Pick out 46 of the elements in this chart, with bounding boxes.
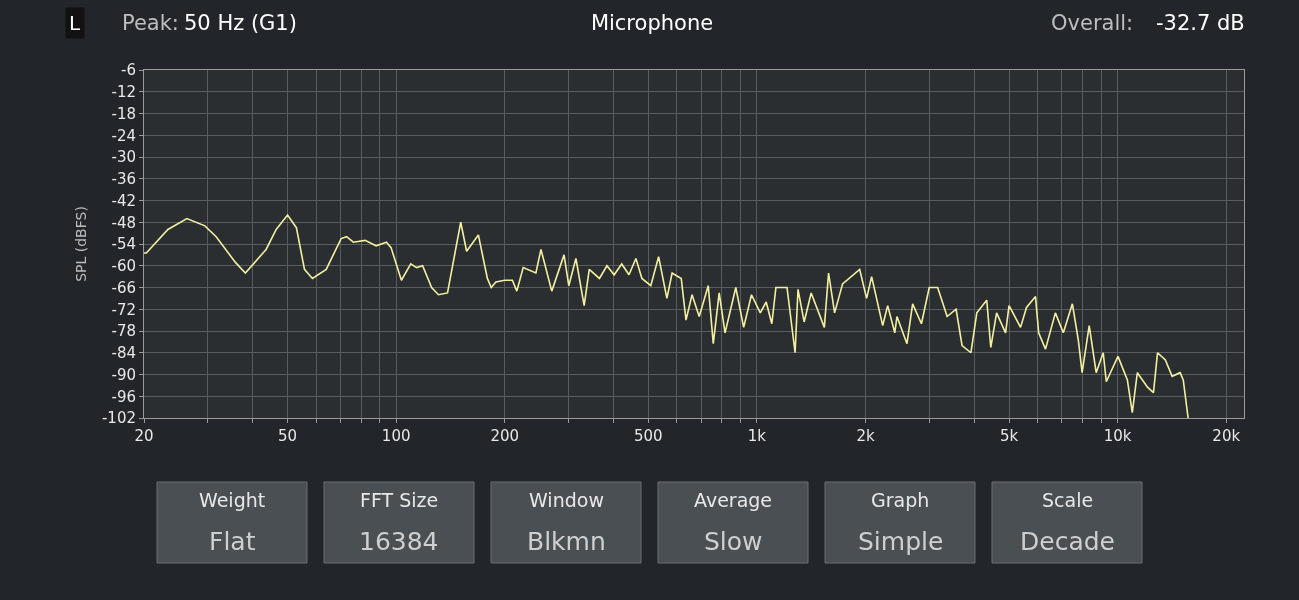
x-tick-label: 1k [747, 427, 767, 445]
x-tick-label: 5k [999, 427, 1019, 445]
text: L [69, 11, 81, 35]
y-tick-label: -42 [111, 191, 136, 210]
text: Scale [1042, 489, 1094, 511]
y-tick-label: -12 [111, 83, 136, 101]
text: Decade [1020, 527, 1115, 556]
y-axis-title: SPL (dBFS) [72, 206, 89, 282]
y-tick-label: -102 [101, 409, 136, 428]
text: Flat [209, 527, 256, 556]
y-tick-label: -60 [111, 257, 136, 275]
chart-title: Microphone [590, 11, 714, 36]
x-tick-label: 10k [1103, 427, 1132, 445]
text: Overall: [1051, 11, 1134, 35]
x-tick-label: 50 [278, 427, 298, 445]
y-tick-label: -24 [111, 126, 136, 145]
x-tick-label: 200 [490, 427, 520, 445]
x-tick-label: 20k [1212, 427, 1241, 445]
text: Peak: [122, 11, 179, 35]
text: Window [529, 489, 604, 511]
text: Simple [858, 527, 944, 556]
y-tick-label: -78 [111, 322, 136, 341]
y-tick-label: -90 [111, 365, 136, 384]
text: 16384 [359, 527, 439, 556]
y-tick-label: -84 [111, 344, 136, 362]
x-tick-label: 100 [381, 427, 411, 445]
text: Graph [871, 489, 930, 511]
y-tick-label: -96 [111, 387, 136, 406]
y-tick-label: -48 [111, 213, 136, 232]
x-tick-label: 2k [856, 427, 875, 445]
text: FFT Size [360, 489, 439, 511]
y-tick-label: -54 [111, 235, 136, 254]
text: Weight [199, 489, 266, 511]
x-tick-label: 500 [633, 427, 663, 445]
text: 50 Hz (G1) [184, 11, 297, 35]
y-tick-label: -18 [111, 104, 136, 123]
text: Blkmn [527, 527, 606, 556]
y-tick-label: -36 [111, 170, 136, 188]
x-tick-label: 20 [134, 427, 154, 445]
y-tick-label: -72 [111, 300, 136, 319]
text: -32.7 dB [1156, 11, 1245, 35]
y-tick-label: -66 [111, 278, 136, 297]
text: Average [694, 489, 773, 511]
text: Slow [704, 527, 763, 556]
y-tick-label: -30 [111, 148, 136, 167]
y-tick-label: -6 [121, 61, 136, 80]
